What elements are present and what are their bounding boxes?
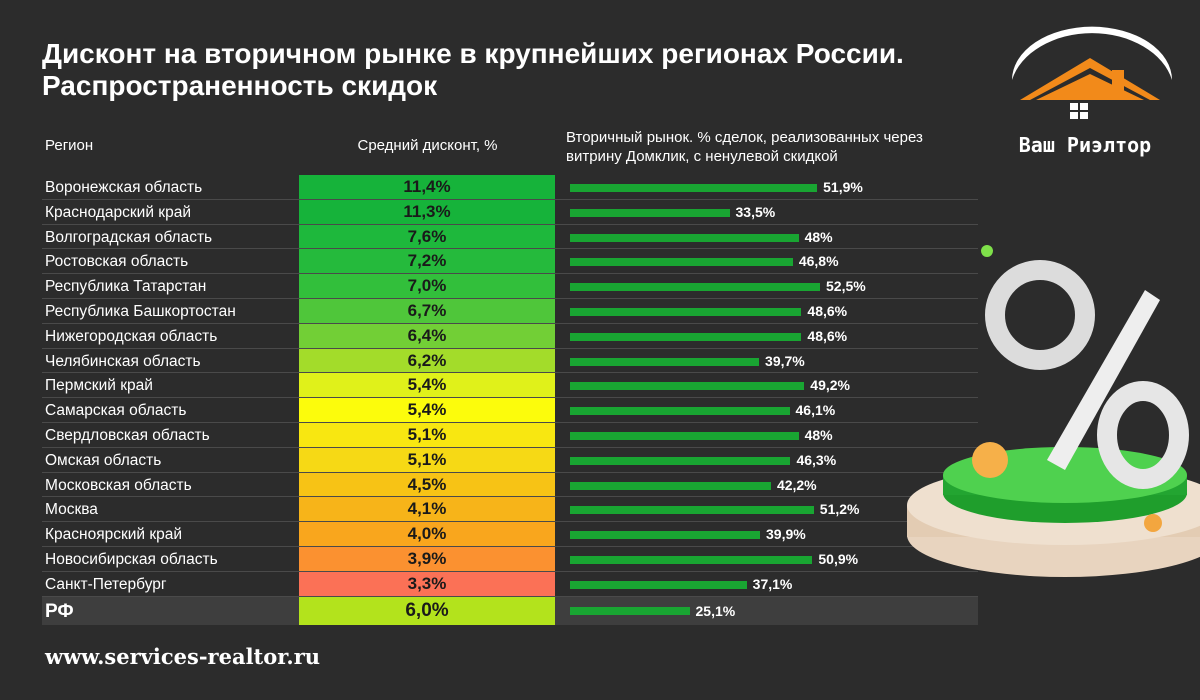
- region-label: Санкт-Петербург: [45, 575, 167, 593]
- discount-cell: 5,1%: [299, 447, 555, 472]
- table-row: Новосибирская область 3,9% 50,9%: [42, 546, 978, 572]
- brand-name: Ваш Риэлтор: [1018, 133, 1152, 157]
- discount-cell: 6,0%: [299, 596, 555, 625]
- discount-cell: 7,6%: [299, 224, 555, 249]
- share-bar: [570, 456, 791, 465]
- region-label: Москва: [45, 501, 98, 519]
- share-bar: [570, 407, 790, 416]
- table-row: Ростовская область 7,2% 46,8%: [42, 249, 978, 275]
- table-row: Челябинская область 6,2% 39,7%: [42, 348, 978, 374]
- share-bar: [570, 382, 805, 391]
- table-row: Республика Башкортостан 6,7% 48,6%: [42, 298, 978, 324]
- share-value-label: 48%: [804, 426, 833, 443]
- discount-cell: 6,7%: [299, 298, 555, 323]
- table-row: Краснодарский край 11,3% 33,5%: [42, 199, 978, 225]
- discount-cell: 4,0%: [299, 522, 555, 546]
- share-value-label: 46,3%: [796, 451, 837, 468]
- discount-cell: 11,3%: [299, 199, 555, 224]
- discount-cell: 7,2%: [299, 249, 555, 274]
- share-value-label: 50,9%: [818, 550, 859, 567]
- share-bar: [570, 357, 760, 366]
- table-row: Красноярский край 4,0% 39,9%: [42, 522, 978, 547]
- share-bar: [570, 332, 802, 341]
- discount-cell: 5,1%: [299, 422, 555, 447]
- discount-cell: 4,1%: [299, 497, 555, 522]
- table-row: Волгоградская область 7,6% 48%: [42, 224, 978, 250]
- region-label: Нижегородская область: [45, 327, 218, 345]
- share-value-label: 52,5%: [826, 278, 866, 295]
- share-value-label: 33,5%: [735, 203, 776, 220]
- house-logo-icon: [1012, 26, 1172, 119]
- table-row: Нижегородская область 6,4% 48,6%: [42, 323, 978, 349]
- discount-cell: 7,0%: [299, 274, 555, 298]
- share-value-label: 48%: [804, 228, 833, 245]
- percent-podium-illustration: [907, 245, 1200, 577]
- column-header-region: Регион: [45, 137, 94, 154]
- share-bar: [570, 580, 747, 589]
- share-value-label: 39,7%: [765, 352, 805, 369]
- share-bar: [570, 208, 730, 217]
- share-bar: [570, 481, 771, 490]
- share-value-label: 46,1%: [795, 402, 836, 419]
- table-row: Москва 4,1% 51,2%: [42, 497, 978, 523]
- table-row: Республика Татарстан 7,0% 52,5%: [42, 274, 978, 299]
- page-title: Дисконт на вторичном рынке в крупнейших …: [42, 38, 904, 101]
- share-bar: [570, 307, 802, 316]
- discount-cell: 11,4%: [299, 175, 555, 199]
- column-header-share: Вторичный рынок. % сделок, реализованных…: [566, 129, 923, 165]
- region-label: Самарская область: [45, 402, 187, 420]
- discount-cell: 5,4%: [299, 373, 555, 398]
- share-bar: [570, 606, 690, 615]
- table-row: Московская область 4,5% 42,2%: [42, 472, 978, 498]
- table-row: Пермский край 5,4% 49,2%: [42, 373, 978, 399]
- share-bar: [570, 431, 799, 440]
- share-value-label: 51,2%: [819, 501, 860, 518]
- region-label: Ростовская область: [45, 253, 189, 271]
- region-label: Воронежская область: [45, 179, 203, 196]
- region-label: Республика Татарстан: [45, 278, 207, 296]
- region-label: Республика Башкортостан: [45, 302, 236, 320]
- share-bar: [570, 531, 760, 540]
- share-value-label: 42,2%: [776, 476, 817, 493]
- discount-cell: 3,9%: [299, 546, 555, 571]
- region-label: Новосибирская область: [45, 550, 218, 568]
- table-row-total: РФ 6,0% 25,1%: [42, 596, 978, 625]
- share-value-label: 39,9%: [766, 526, 806, 543]
- share-value-label: 49,2%: [810, 377, 850, 394]
- region-label: Красноярский край: [45, 526, 183, 544]
- table-row: Свердловская область 5,1% 48%: [42, 422, 978, 448]
- region-label: Свердловская область: [45, 426, 210, 444]
- share-value-label: 48,6%: [807, 302, 848, 319]
- region-label: Волгоградская область: [45, 228, 213, 246]
- website-url: www.services-realtor.ru: [45, 644, 321, 669]
- region-label: Челябинская область: [45, 352, 201, 370]
- discount-cell: 4,5%: [299, 472, 555, 497]
- discount-cell: 5,4%: [299, 398, 555, 422]
- table-row: Санкт-Петербург 3,3% 37,1%: [42, 571, 978, 597]
- share-value-label: 46,8%: [798, 253, 839, 270]
- discount-cell: 3,3%: [299, 571, 555, 596]
- share-value-label: 51,9%: [823, 179, 863, 195]
- data-table: Воронежская область 11,4% 51,9% Краснодарск…: [42, 175, 978, 625]
- share-bar: [570, 555, 813, 564]
- table-row: Омская область 5,1% 46,3%: [42, 447, 978, 473]
- discount-cell: 6,2%: [299, 348, 555, 373]
- region-label: Пермский край: [45, 377, 153, 395]
- share-bar: [570, 258, 793, 267]
- share-bar: [570, 233, 799, 242]
- table-row: Самарская область 5,4% 46,1%: [42, 398, 978, 423]
- share-bar: [570, 506, 814, 515]
- column-header-discount: Средний дисконт, %: [357, 137, 498, 154]
- share-bar: [570, 283, 820, 292]
- share-value-label: 37,1%: [752, 575, 793, 592]
- region-label: РФ: [45, 600, 74, 622]
- share-bar: [570, 184, 818, 192]
- table-row: Воронежская область 11,4% 51,9%: [42, 175, 978, 200]
- region-label: Омская область: [45, 451, 162, 469]
- share-value-label: 48,6%: [807, 327, 848, 344]
- region-label: Московская область: [45, 476, 192, 494]
- discount-cell: 6,4%: [299, 323, 555, 348]
- region-label: Краснодарский край: [45, 203, 191, 221]
- share-value-label: 25,1%: [695, 602, 736, 619]
